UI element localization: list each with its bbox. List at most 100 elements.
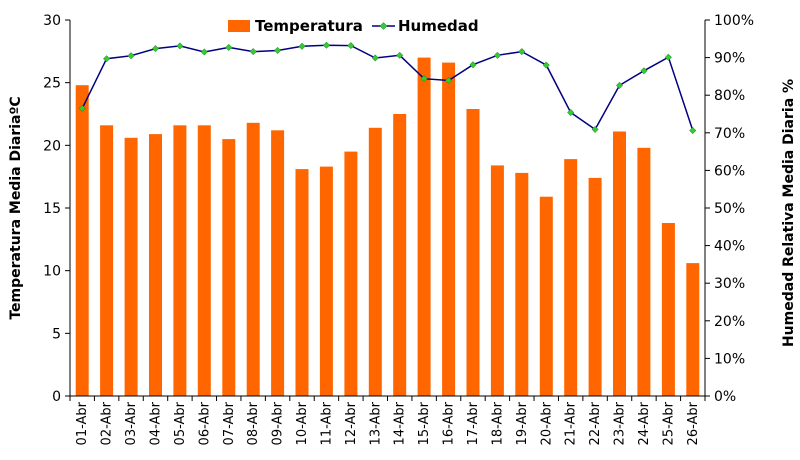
- point-humedad-18-Abr: [493, 51, 501, 59]
- bar-temperatura-13-Abr: [368, 127, 382, 397]
- point-humedad-24-Abr: [640, 67, 648, 75]
- bar-temperatura-14-Abr: [393, 114, 407, 396]
- left-axis-title: Temperatura Media DiariaºC: [8, 96, 24, 319]
- right-tick-label: 80%: [714, 88, 745, 104]
- point-humedad-02-Abr: [103, 55, 111, 63]
- point-humedad-21-Abr: [567, 108, 575, 117]
- x-tick-label: 08-Abr: [246, 401, 261, 445]
- bar-temperatura-25-Abr: [661, 223, 675, 396]
- right-tick-label: 70%: [714, 126, 745, 142]
- x-tick-label: 04-Abr: [149, 401, 164, 445]
- bar-temperatura-12-Abr: [344, 151, 358, 396]
- right-tick-label: 100%: [714, 13, 754, 29]
- point-humedad-13-Abr: [371, 54, 379, 62]
- x-tick-label: 25-Abr: [661, 401, 676, 445]
- x-tick-label: 22-Abr: [588, 401, 603, 445]
- legend-humedad-label: Humedad: [398, 17, 479, 35]
- left-tick-label: 5: [52, 326, 61, 342]
- bar-temperatura-15-Abr: [417, 57, 431, 396]
- left-axis-ticks: 0 5 10 15 20 25 30: [43, 13, 70, 405]
- left-tick-label: 15: [43, 201, 61, 217]
- x-tick-label: 18-Abr: [490, 401, 505, 445]
- left-tick-label: 10: [43, 264, 61, 280]
- left-tick-label: 20: [43, 138, 61, 154]
- point-humedad-12-Abr: [347, 42, 355, 50]
- right-tick-label: 40%: [714, 239, 745, 255]
- bar-temperatura-21-Abr: [564, 159, 578, 396]
- bar-temperatura-19-Abr: [515, 172, 529, 396]
- right-axis-ticks: 0% 10% 20% 30% 40% 50% 60% 70% 80% 90% 100%: [705, 13, 754, 405]
- point-humedad-11-Abr: [322, 41, 330, 49]
- humidity-line-layer: [78, 41, 697, 135]
- point-humedad-08-Abr: [249, 48, 257, 56]
- line-humedad: [81, 44, 694, 131]
- left-tick-label: 30: [43, 13, 61, 29]
- x-tick-label: 24-Abr: [637, 401, 652, 445]
- right-tick-label: 30%: [714, 276, 745, 292]
- x-tick-label: 16-Abr: [442, 401, 457, 445]
- right-tick-label: 50%: [714, 201, 745, 217]
- point-humedad-16-Abr: [445, 76, 453, 85]
- bar-temperatura-22-Abr: [588, 177, 602, 396]
- point-humedad-07-Abr: [225, 43, 233, 52]
- x-tick-label: 14-Abr: [393, 401, 408, 445]
- point-humedad-25-Abr: [664, 53, 672, 61]
- bar-temperatura-02-Abr: [100, 125, 114, 397]
- x-tick-label: 07-Abr: [222, 401, 237, 445]
- bar-temperatura-03-Abr: [124, 137, 138, 397]
- bar-temperatura-23-Abr: [613, 131, 626, 396]
- right-axis-title: Humedad Relativa Media Diaria %: [781, 79, 797, 347]
- x-tick-label: 02-Abr: [100, 401, 115, 445]
- point-humedad-10-Abr: [298, 42, 306, 50]
- bar-temperatura-20-Abr: [539, 196, 553, 396]
- point-humedad-01-Abr: [78, 104, 86, 112]
- bar-temperatura-07-Abr: [222, 139, 236, 396]
- bar-temperatura-01-Abr: [75, 85, 89, 396]
- right-tick-label: 60%: [714, 163, 745, 179]
- x-tick-label: 15-Abr: [417, 401, 432, 445]
- x-tick-label: 10-Abr: [295, 401, 310, 445]
- bar-temperatura-05-Abr: [173, 125, 187, 397]
- bar-temperatura-16-Abr: [442, 62, 456, 396]
- bar-temperatura-17-Abr: [466, 109, 480, 396]
- axes: [69, 20, 706, 397]
- legend-temperatura-label: Temperatura: [255, 17, 363, 35]
- x-tick-label: 20-Abr: [539, 401, 554, 445]
- x-tick-label: 11-Abr: [319, 401, 334, 445]
- bar-temperatura-04-Abr: [149, 134, 162, 396]
- x-tick-label: 17-Abr: [466, 401, 481, 445]
- bar-temperatura-06-Abr: [197, 125, 211, 397]
- x-tick-label: 19-Abr: [515, 401, 530, 445]
- point-humedad-04-Abr: [151, 45, 160, 53]
- bar-temperatura-09-Abr: [271, 130, 285, 397]
- point-humedad-15-Abr: [420, 75, 428, 83]
- legend-humedad-marker: [379, 22, 388, 30]
- legend-temperatura-swatch: [228, 20, 250, 32]
- point-humedad-14-Abr: [396, 51, 404, 59]
- x-tick-label: 05-Abr: [173, 401, 188, 445]
- left-tick-label: 0: [52, 389, 61, 405]
- temperature-bars: [75, 57, 700, 397]
- x-tick-label: 26-Abr: [686, 401, 701, 445]
- bar-temperatura-24-Abr: [637, 147, 651, 396]
- x-tick-label: 06-Abr: [197, 401, 212, 445]
- legend: Temperatura Humedad: [228, 17, 479, 35]
- x-tick-label: 21-Abr: [564, 401, 579, 445]
- point-humedad-17-Abr: [469, 61, 477, 69]
- right-tick-label: 20%: [714, 314, 745, 330]
- left-tick-label: 25: [43, 76, 61, 92]
- x-tick-label: 23-Abr: [613, 401, 628, 445]
- right-tick-label: 90%: [714, 51, 745, 67]
- right-tick-label: 0%: [714, 389, 736, 405]
- point-humedad-20-Abr: [542, 61, 550, 69]
- x-axis-ticks: 01-Abr 02-Abr 03-Abr 04-Abr 05-Abr 06-Abr 07-A…: [69, 396, 706, 445]
- x-tick-label: 03-Abr: [124, 401, 139, 445]
- bar-temperatura-18-Abr: [490, 165, 504, 396]
- bar-temperatura-08-Abr: [246, 122, 260, 397]
- point-humedad-26-Abr: [689, 126, 697, 135]
- x-tick-label: 01-Abr: [75, 401, 90, 445]
- bar-temperatura-26-Abr: [686, 263, 700, 396]
- x-tick-label: 09-Abr: [271, 401, 286, 445]
- point-humedad-03-Abr: [127, 52, 135, 60]
